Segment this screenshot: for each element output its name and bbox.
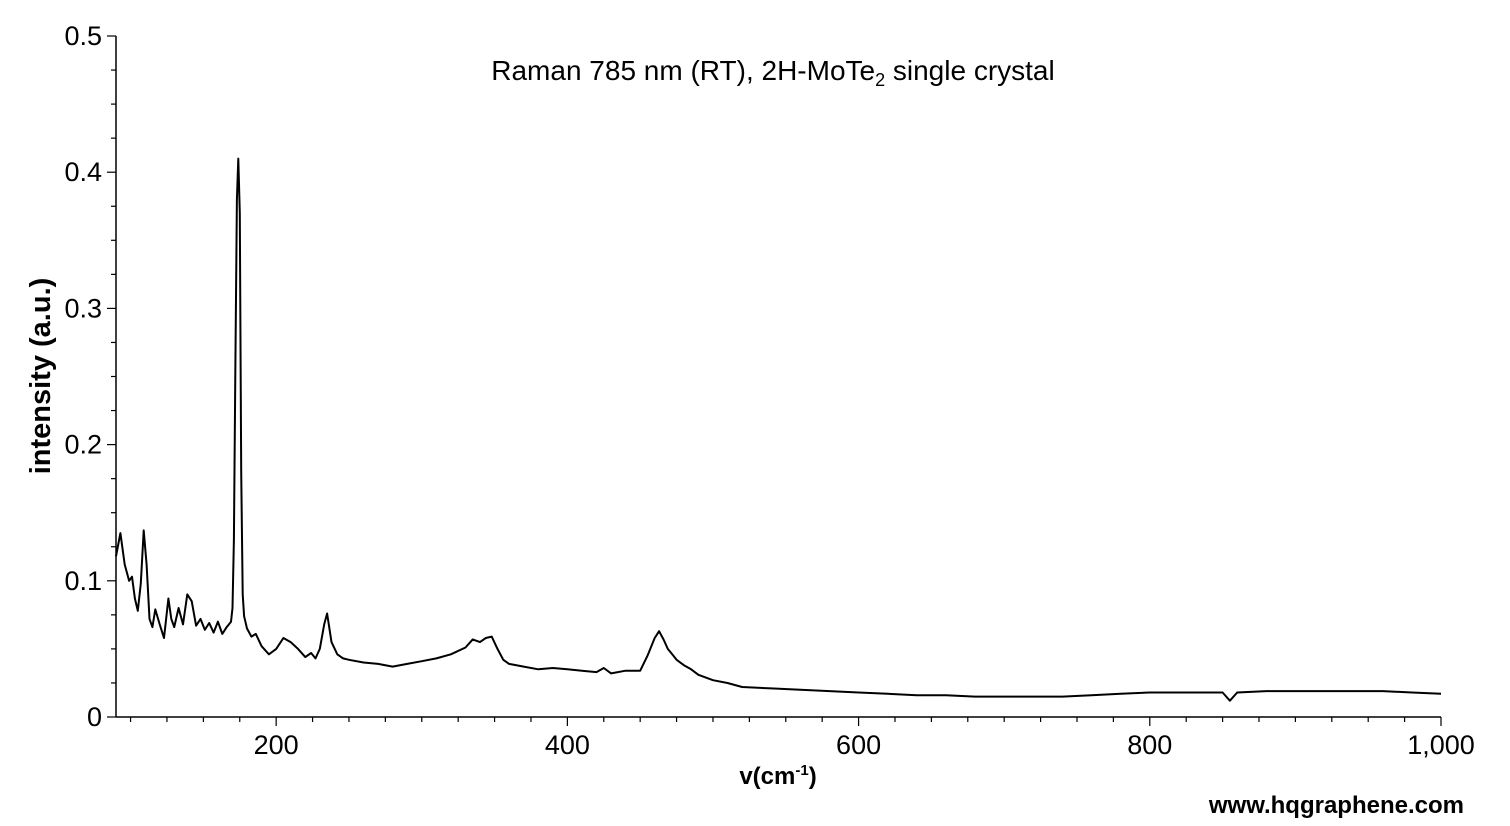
x-tick-label: 400	[545, 730, 590, 760]
chart-title-subscript: 2	[875, 70, 885, 90]
x-axis-label-end: )	[809, 763, 817, 790]
x-tick-label: 800	[1127, 730, 1172, 760]
x-tick-label: 1,000	[1407, 730, 1475, 760]
y-tick-label: 0.4	[64, 157, 102, 187]
spectrum-line	[115, 157, 1442, 702]
chart-title: Raman 785 nm (RT), 2H-MoTe2 single cryst…	[491, 55, 1054, 90]
x-axis-label-main: v(cm	[739, 763, 795, 790]
chart-title-suffix: single crystal	[885, 55, 1055, 86]
x-axis-label: v(cm-1)	[739, 762, 816, 790]
y-tick-label: 0.1	[64, 566, 102, 596]
axis-tick-labels: 200 400 600 800 1,000 0 0.1 0.2 0.3 0.4 0.5	[64, 21, 1474, 760]
watermark-url: www.hqgraphene.com	[1208, 792, 1464, 819]
y-tick-label: 0.2	[64, 430, 102, 460]
axis-ticks	[107, 35, 1442, 726]
x-tick-label: 200	[254, 730, 299, 760]
y-tick-label: 0.5	[64, 21, 102, 51]
x-axis-label-superscript: -1	[795, 762, 808, 779]
y-tick-label: 0.3	[64, 293, 102, 323]
y-tick-label: 0	[87, 702, 102, 732]
chart-title-prefix: Raman 785 nm (RT), 2H-MoTe	[491, 55, 875, 86]
x-tick-label: 600	[836, 730, 881, 760]
y-axis-label: intensity (a.u.)	[25, 278, 57, 475]
